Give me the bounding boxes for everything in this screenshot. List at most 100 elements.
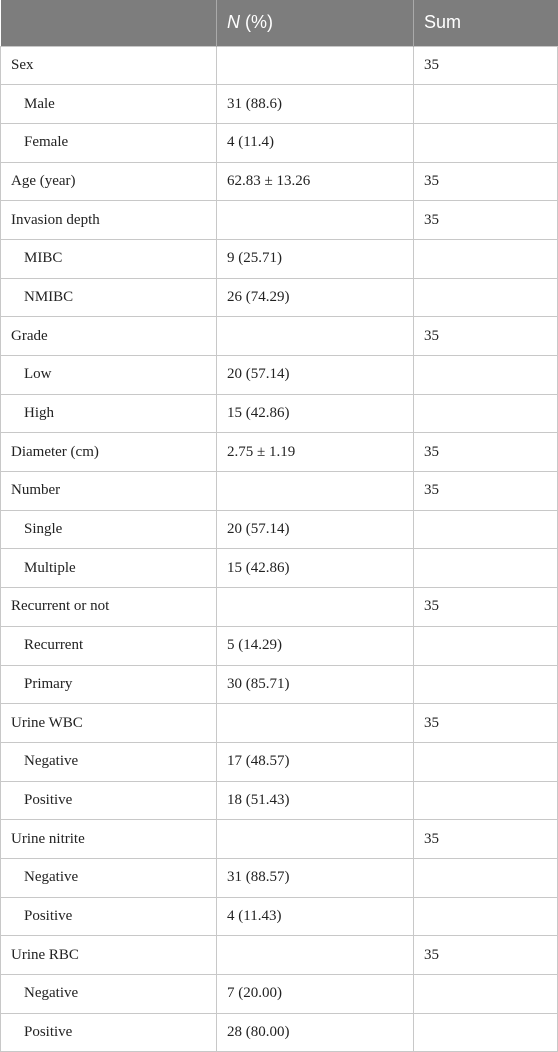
row-label: Multiple	[0, 548, 217, 589]
header-n-italic: N	[227, 12, 240, 33]
row-value: 31 (88.57)	[216, 857, 414, 898]
row-value: 26 (74.29)	[216, 277, 414, 318]
table-row: Age (year) 62.83 ± 13.26 35	[0, 161, 558, 202]
row-value: 5 (14.29)	[216, 625, 414, 666]
row-label: Negative	[0, 741, 217, 782]
row-value: 20 (57.14)	[216, 509, 414, 550]
row-sum	[413, 741, 558, 782]
row-value	[216, 587, 414, 627]
row-value	[216, 200, 414, 240]
row-value	[216, 316, 414, 356]
row-label: Primary	[0, 664, 217, 705]
row-label: Low	[0, 355, 217, 395]
row-value: 4 (11.4)	[216, 122, 414, 163]
row-value	[216, 471, 414, 511]
row-sum: 35	[413, 587, 558, 627]
row-label: Urine RBC	[0, 935, 217, 975]
row-label: Negative	[0, 974, 217, 1014]
row-value: 15 (42.86)	[216, 393, 414, 434]
row-sum	[413, 896, 558, 937]
table-row: Urine nitrite 35	[0, 819, 558, 859]
row-label: MIBC	[0, 238, 217, 279]
row-value: 31 (88.6)	[216, 84, 414, 124]
row-label: Recurrent or not	[0, 587, 217, 627]
row-label: Positive	[0, 780, 217, 821]
row-sum	[413, 974, 558, 1014]
row-value: 20 (57.14)	[216, 355, 414, 395]
row-label: High	[0, 393, 217, 434]
row-sum	[413, 509, 558, 550]
row-label: Single	[0, 509, 217, 550]
table-body: Sex 35 Male 31 (88.6) Female 4 (11.4) Age (yea…	[0, 45, 558, 1052]
table-row: Female 4 (11.4)	[0, 122, 558, 163]
row-value	[216, 45, 414, 86]
table-row: Male 31 (88.6)	[0, 84, 558, 124]
row-sum: 35	[413, 935, 558, 975]
row-label: Female	[0, 122, 217, 163]
table-row: MIBC 9 (25.71)	[0, 238, 558, 279]
row-value: 7 (20.00)	[216, 974, 414, 1014]
row-value: 9 (25.71)	[216, 238, 414, 279]
table-row: Grade 35	[0, 316, 558, 356]
table-row: Negative 31 (88.57)	[0, 857, 558, 898]
row-sum	[413, 393, 558, 434]
table-row: Negative 17 (48.57)	[0, 741, 558, 782]
row-sum	[413, 625, 558, 666]
row-sum	[413, 1012, 558, 1052]
table-row: Diameter (cm) 2.75 ± 1.19 35	[0, 432, 558, 473]
table-row: Urine RBC 35	[0, 935, 558, 975]
table-row: Low 20 (57.14)	[0, 355, 558, 395]
row-label: Urine nitrite	[0, 819, 217, 859]
table-row: Positive 28 (80.00)	[0, 1012, 558, 1052]
table-header: N (%) Sum	[0, 0, 558, 46]
table-row: Positive 18 (51.43)	[0, 780, 558, 821]
table-row: Number 35	[0, 471, 558, 511]
row-value: 4 (11.43)	[216, 896, 414, 937]
row-sum: 35	[413, 471, 558, 511]
row-sum	[413, 238, 558, 279]
row-value: 28 (80.00)	[216, 1012, 414, 1052]
row-sum: 35	[413, 316, 558, 356]
row-sum: 35	[413, 200, 558, 240]
table-row: Multiple 15 (42.86)	[0, 548, 558, 589]
row-sum: 35	[413, 161, 558, 202]
row-label: Recurrent	[0, 625, 217, 666]
row-sum	[413, 277, 558, 318]
row-sum: 35	[413, 45, 558, 86]
table-row: NMIBC 26 (74.29)	[0, 277, 558, 318]
table-row: Sex 35	[0, 45, 558, 86]
row-label: Urine WBC	[0, 703, 217, 743]
row-label: Age (year)	[0, 161, 217, 202]
table-row: Negative 7 (20.00)	[0, 974, 558, 1014]
header-n-percent: N (%)	[216, 0, 414, 46]
row-value: 30 (85.71)	[216, 664, 414, 705]
row-sum: 35	[413, 819, 558, 859]
row-label: Positive	[0, 1012, 217, 1052]
row-sum	[413, 84, 558, 124]
header-sum: Sum	[413, 0, 558, 46]
row-label: NMIBC	[0, 277, 217, 318]
header-percent: (%)	[240, 12, 273, 33]
header-variable	[1, 0, 217, 46]
table-row: Recurrent 5 (14.29)	[0, 625, 558, 666]
row-sum	[413, 548, 558, 589]
table-row: Primary 30 (85.71)	[0, 664, 558, 705]
row-value: 18 (51.43)	[216, 780, 414, 821]
row-label: Invasion depth	[0, 200, 217, 240]
row-label: Diameter (cm)	[0, 432, 217, 473]
row-sum	[413, 122, 558, 163]
table-row: Recurrent or not 35	[0, 587, 558, 627]
header-row: N (%) Sum	[0, 0, 558, 46]
row-label: Grade	[0, 316, 217, 356]
row-value: 62.83 ± 13.26	[216, 161, 414, 202]
row-label: Number	[0, 471, 217, 511]
table-row: Invasion depth 35	[0, 200, 558, 240]
row-sum: 35	[413, 432, 558, 473]
row-value: 15 (42.86)	[216, 548, 414, 589]
row-value: 2.75 ± 1.19	[216, 432, 414, 473]
row-sum	[413, 857, 558, 898]
row-value	[216, 935, 414, 975]
row-label: Positive	[0, 896, 217, 937]
row-value	[216, 819, 414, 859]
